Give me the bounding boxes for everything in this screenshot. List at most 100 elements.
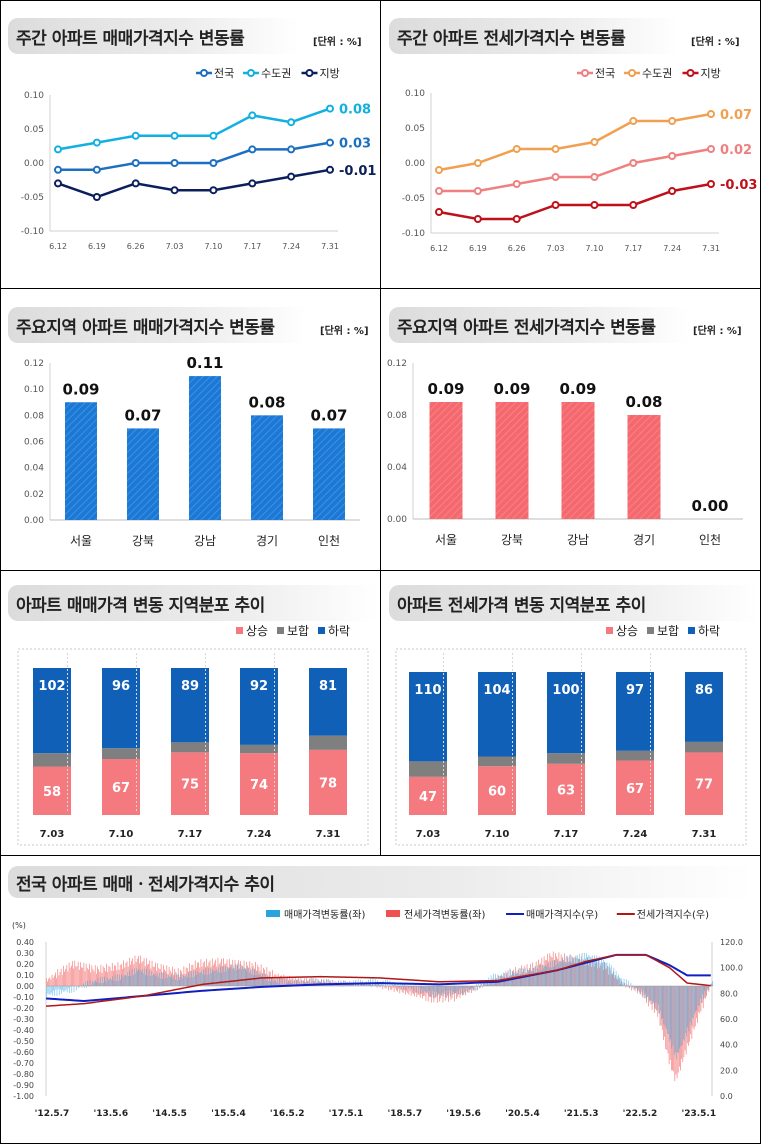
bar-jeonse-rate — [85, 963, 87, 986]
bar-jeonse-rate — [88, 969, 89, 986]
bar-sale-rate — [111, 979, 112, 986]
legend-label-2: 하락 — [328, 624, 350, 638]
data-point — [512, 215, 521, 223]
bar-sale-rate — [645, 986, 647, 994]
bar-sale-rate — [597, 962, 599, 986]
bar-sale-rate — [625, 979, 627, 986]
bar-sale-rate — [672, 986, 674, 1046]
legend-swatch-2 — [688, 627, 695, 634]
x-category-label: 7.10 — [109, 829, 134, 840]
bar-sale-rate — [194, 976, 195, 986]
bar-sale-rate — [698, 986, 700, 1007]
bar-sale-rate — [527, 968, 528, 986]
bar-sale-rate — [508, 976, 510, 986]
bar-sale-rate — [116, 974, 118, 986]
bar-sale-rate — [60, 986, 61, 990]
bar-sale-rate — [233, 969, 235, 986]
bar-sale-rate — [103, 982, 104, 986]
bar-sale-rate — [271, 977, 273, 986]
bar-sale-rate — [133, 968, 135, 986]
bar-sale-rate — [658, 986, 660, 1014]
end-value-label-1: 0.08 — [339, 103, 371, 118]
bar-sale-rate — [563, 962, 565, 986]
bar-sale-rate — [270, 981, 271, 986]
bar-sale-rate — [62, 986, 64, 991]
bar-sale-rate — [163, 972, 165, 986]
bar-sale-rate — [462, 986, 464, 995]
stack-label-rise: 74 — [250, 778, 268, 793]
bar-sale-rate — [598, 956, 600, 986]
bar-sale-rate — [602, 962, 603, 986]
bar-sale-rate — [704, 986, 706, 992]
bar-sale-rate — [87, 980, 89, 986]
panel5-chart: 상승보합하락58161027.036713967.107512897.17741… — [17, 624, 369, 846]
bar-sale-rate — [656, 986, 658, 1010]
bar-sale-rate — [539, 964, 541, 986]
bar-sale-rate — [260, 974, 261, 986]
bar-jeonse-rate — [77, 961, 79, 986]
legend-label-3: 전세가격지수(우) — [637, 908, 709, 921]
bar-sale-rate — [437, 986, 439, 996]
bar-jeonse-rate — [64, 971, 65, 986]
legend-label-2: 지방 — [320, 67, 340, 80]
bar-sale-rate — [268, 981, 269, 986]
bar-jeonse-rate — [52, 977, 54, 986]
legend-swatch-0 — [606, 627, 613, 634]
bar-jeonse-rate — [83, 962, 85, 986]
bar-sale-rate — [92, 982, 94, 986]
bar-sale-rate — [75, 986, 77, 991]
data-point — [287, 118, 296, 127]
data-point — [629, 159, 638, 167]
bar-jeonse-rate — [81, 967, 82, 986]
bar-sale-rate — [705, 986, 707, 995]
bar-sale-rate — [89, 980, 91, 986]
data-point — [590, 138, 599, 146]
bar-sale-rate — [182, 975, 184, 986]
bar-sale-rate — [573, 956, 575, 986]
bar-jeonse-rate — [418, 986, 420, 996]
bar-sale-rate — [264, 973, 266, 986]
bar-jeonse-rate — [67, 971, 69, 986]
bar-jeonse-rate — [384, 986, 386, 989]
y-tick-label: 0.02 — [24, 490, 44, 500]
bar-sale-rate — [670, 986, 672, 1040]
bar — [627, 415, 661, 519]
bar-sale-rate — [613, 967, 615, 986]
bar-sale-rate — [644, 986, 645, 999]
bar-value-label: 0.09 — [427, 380, 464, 398]
bar-sale-rate — [621, 978, 623, 986]
bar-sale-rate — [669, 986, 670, 1042]
stack-segment-flat — [547, 753, 585, 764]
bar-sale-rate — [250, 974, 252, 986]
bar-sale-rate — [635, 986, 636, 989]
bar-sale-rate — [439, 986, 441, 995]
bar-value-label: 0.07 — [124, 406, 161, 424]
x-tick-label: '13.5.6 — [93, 1109, 128, 1119]
bar-sale-rate — [572, 959, 574, 986]
y-left-tick-label: 0.00 — [16, 982, 34, 991]
data-point — [287, 145, 296, 154]
y-left-tick-label: 0.10 — [16, 971, 34, 980]
bar-sale-rate — [453, 986, 454, 993]
panel2-chart: 0.10 0.05 0.00 -0.05 -0.10 6.12 6.19 6.26 7.03 7.… — [402, 67, 758, 253]
bar-sale-rate — [464, 986, 466, 994]
panel1-chart: 0.10 0.05 0.00 -0.05 -0.10 6.12 6.19 6.26 7.03 7.… — [21, 67, 377, 251]
bar-sale-rate — [187, 977, 189, 986]
bar-sale-rate — [611, 965, 612, 986]
bar-sale-rate — [681, 986, 683, 1045]
bar-sale-rate — [381, 983, 383, 986]
bar-sale-rate — [637, 986, 639, 992]
y-tick-label: 0.10 — [24, 91, 44, 101]
bar-jeonse-rate — [49, 977, 51, 986]
bar-jeonse-rate — [53, 975, 55, 986]
data-point — [473, 187, 482, 195]
bar-sale-rate — [197, 971, 199, 986]
y-tick-label: 0.00 — [24, 159, 44, 169]
bar-sale-rate — [465, 986, 467, 989]
bar-sale-rate — [543, 967, 544, 986]
bar-sale-rate — [663, 986, 665, 1025]
bar-sale-rate — [71, 986, 73, 993]
y-left-tick-label: -0.60 — [13, 1048, 34, 1057]
bar-sale-rate — [183, 976, 185, 986]
stack-segment-flat — [616, 750, 654, 761]
